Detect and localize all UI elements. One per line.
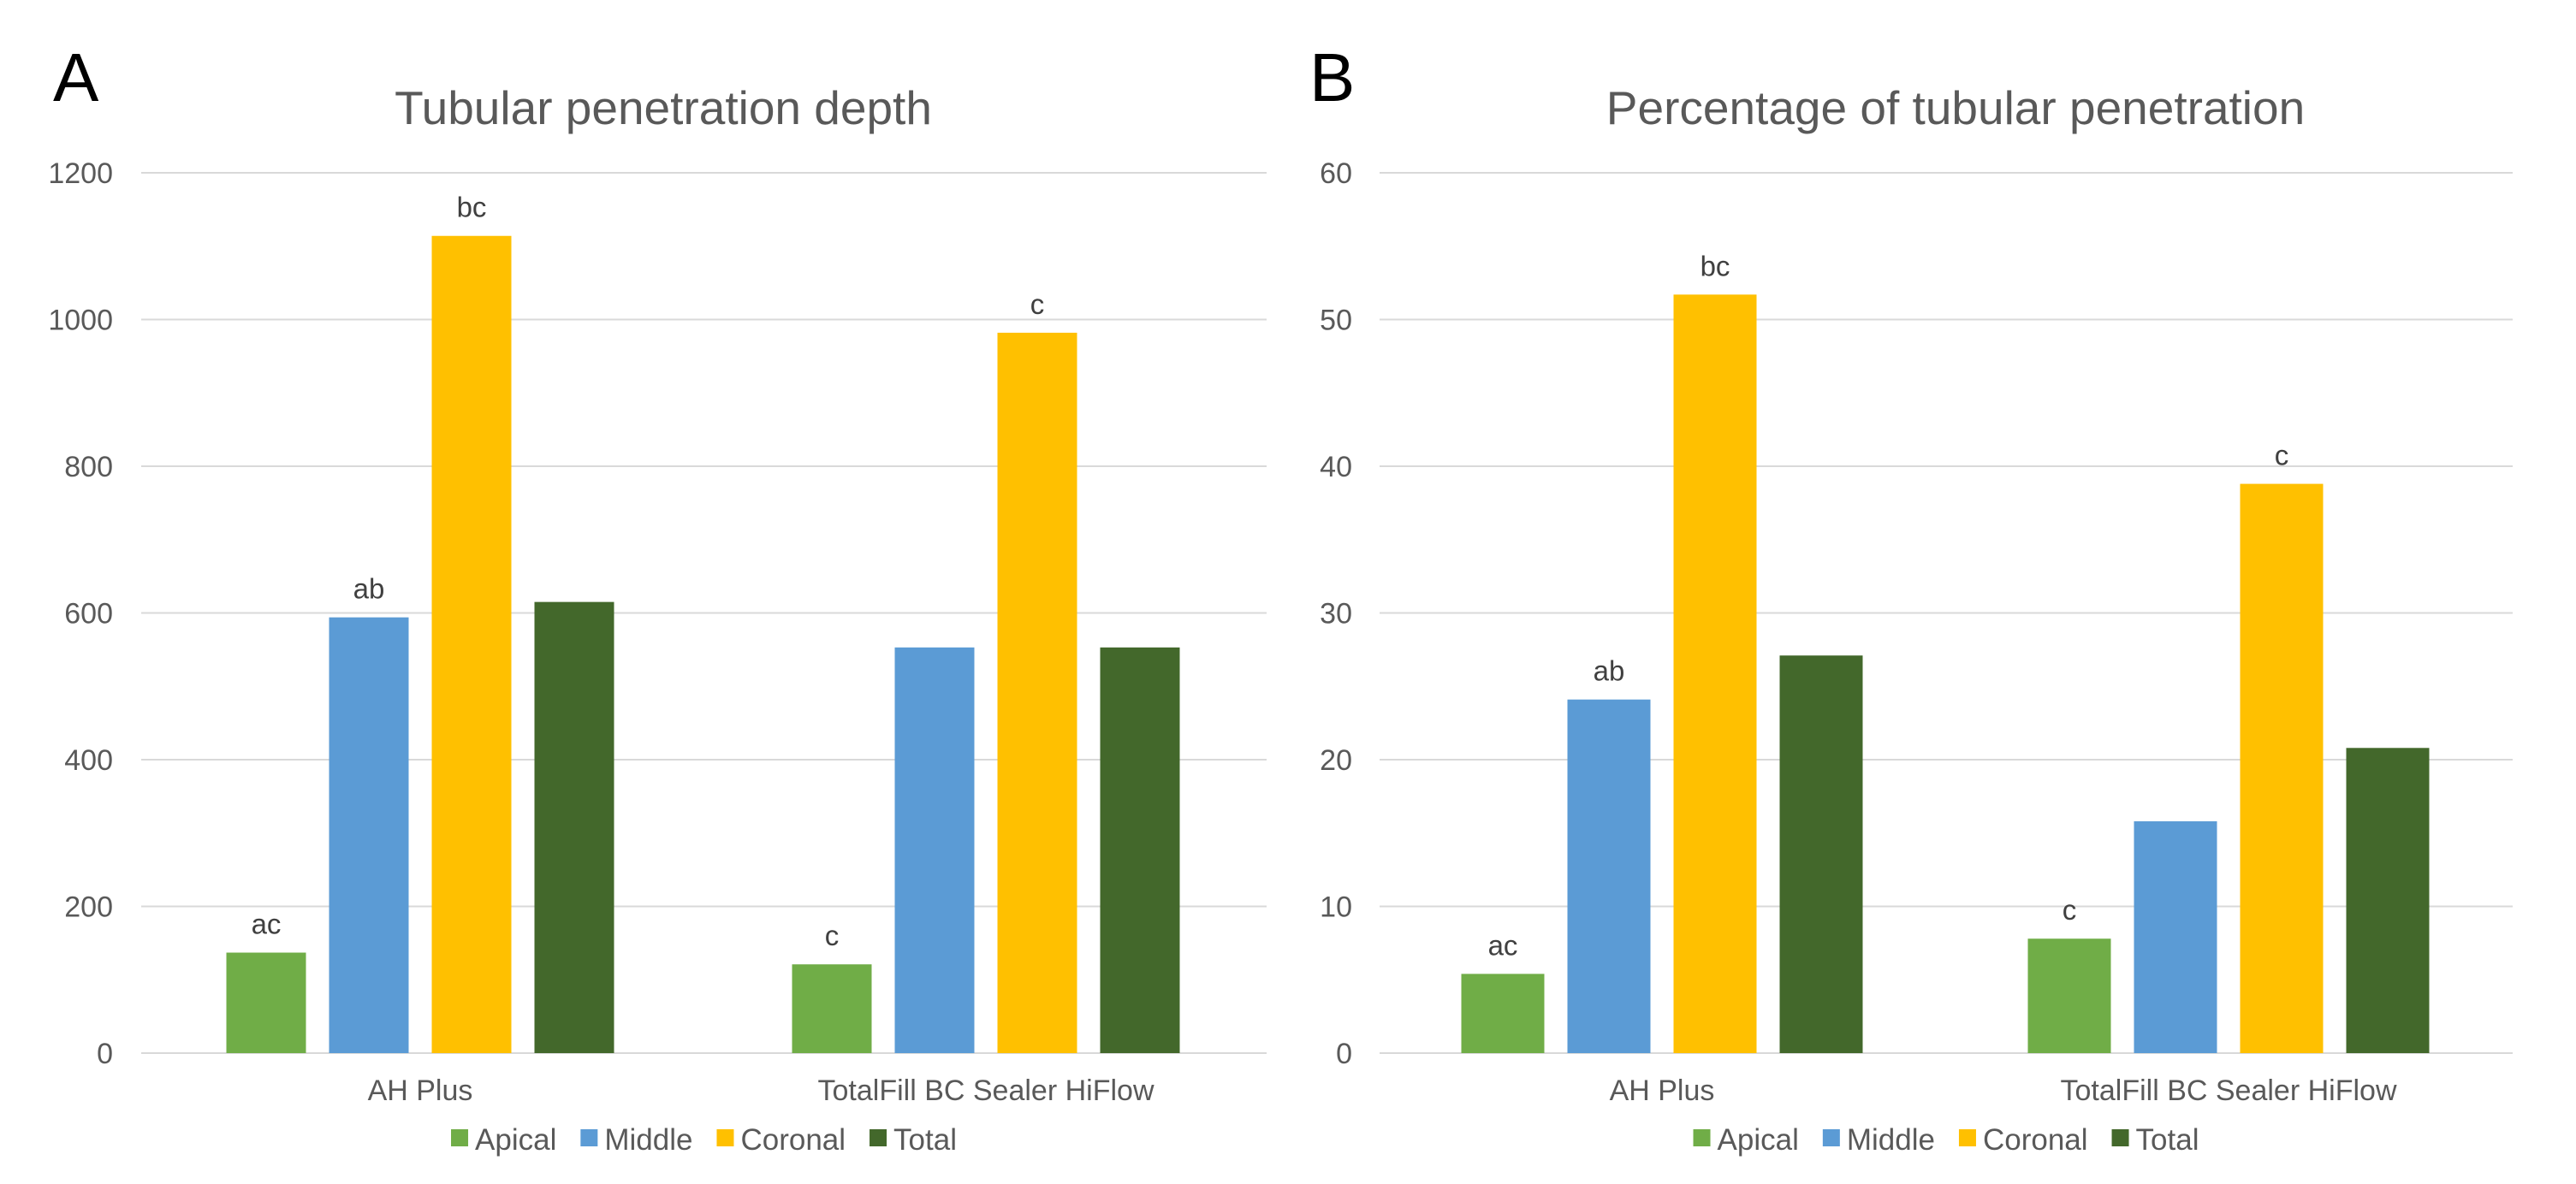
bar-middle [329,617,409,1053]
legend-swatch-coronal [1958,1129,1976,1146]
legend-swatch-apical [1693,1129,1711,1146]
bar-apical [1461,974,1545,1053]
category-label: TotalFill BC Sealer HiFlow [2061,1074,2397,1107]
y-tick-labels-b: 0 10 20 30 40 50 60 [1320,157,1352,1070]
bar-middle [2134,821,2217,1053]
data-label: c [825,920,840,951]
category-labels-a: AH Plus TotalFill BC Sealer HiFlow [368,1074,1154,1107]
bar-middle [894,647,975,1053]
category-label: TotalFill BC Sealer HiFlow [818,1074,1154,1107]
data-label: ab [353,573,385,605]
data-labels-a: ac ab bc c c [252,192,1045,951]
data-label: c [2275,440,2289,471]
y-tick-label: 0 [1336,1038,1352,1070]
legend-swatch-coronal [716,1129,734,1146]
data-label: ab [1594,655,1625,687]
bar-apical [792,964,872,1053]
legend-label-middle: Middle [604,1123,692,1157]
legend-swatch-total [870,1129,887,1146]
y-tick-label: 200 [64,891,113,924]
data-label: c [2063,894,2077,926]
y-tick-label: 30 [1320,598,1352,630]
y-tick-label: 600 [64,598,113,630]
y-tick-label: 400 [64,744,113,777]
gridlines-a [141,172,1267,1054]
data-label: ac [252,909,282,940]
legend-a: Apical Middle Coronal Total [451,1123,957,1157]
legend-label-apical: Apical [475,1123,556,1157]
legend-swatch-middle [1822,1129,1840,1146]
y-tick-label: 10 [1320,891,1352,924]
legend-label-apical: Apical [1718,1123,1799,1157]
legend-label-total: Total [2136,1123,2199,1157]
data-label: c [1030,288,1045,320]
panel-letter-b: B [1309,39,1355,115]
y-tick-label: 0 [97,1038,113,1070]
bar-total [1100,647,1180,1053]
bars-a [226,235,1180,1053]
y-tick-label: 40 [1320,451,1352,483]
bar-apical [2027,938,2111,1053]
bar-coronal [2240,483,2324,1053]
y-tick-label: 1200 [48,157,113,190]
bar-coronal [997,332,1077,1053]
data-labels-b: ac ab bc c c [1488,250,2289,961]
bar-apical [226,952,306,1053]
y-tick-labels-a: 0 200 400 600 800 1000 1200 [48,157,113,1070]
chart-title-b: Percentage of tubular penetration [1606,81,2305,134]
bar-total [1779,655,1863,1053]
legend-label-coronal: Coronal [740,1123,846,1157]
bar-coronal [431,235,512,1053]
y-tick-label: 20 [1320,744,1352,777]
gridlines-b [1380,172,2513,1054]
category-labels-b: AH Plus TotalFill BC Sealer HiFlow [1610,1074,2397,1107]
data-label: ac [1488,929,1518,961]
y-tick-label: 800 [64,451,113,483]
legend-label-coronal: Coronal [1983,1123,2088,1157]
legend-label-total: Total [893,1123,957,1157]
category-label: AH Plus [1610,1074,1715,1107]
bars-b [1461,294,2430,1054]
category-label: AH Plus [368,1074,473,1107]
chart-title-a: Tubular penetration depth [395,81,932,134]
y-tick-label: 60 [1320,157,1352,190]
y-tick-label: 1000 [48,305,113,337]
legend-swatch-middle [580,1129,598,1146]
legend-label-middle: Middle [1847,1123,1935,1157]
y-tick-label: 50 [1320,305,1352,337]
panel-letter-a: A [53,39,99,115]
bar-coronal [1673,294,1757,1054]
chart-panel-b: B Percentage of tubular penetration 0 10 2… [1309,39,2513,1157]
bar-total [534,601,614,1053]
legend-swatch-apical [451,1129,469,1146]
chart-panel-a: A Tubular penetration depth 0 200 400 600 80… [48,39,1267,1157]
bar-total [2346,748,2430,1053]
bar-middle [1567,699,1651,1053]
data-label: bc [457,192,487,223]
data-label: bc [1701,250,1730,281]
legend-swatch-total [2111,1129,2129,1146]
legend-b: Apical Middle Coronal Total [1693,1123,2199,1157]
